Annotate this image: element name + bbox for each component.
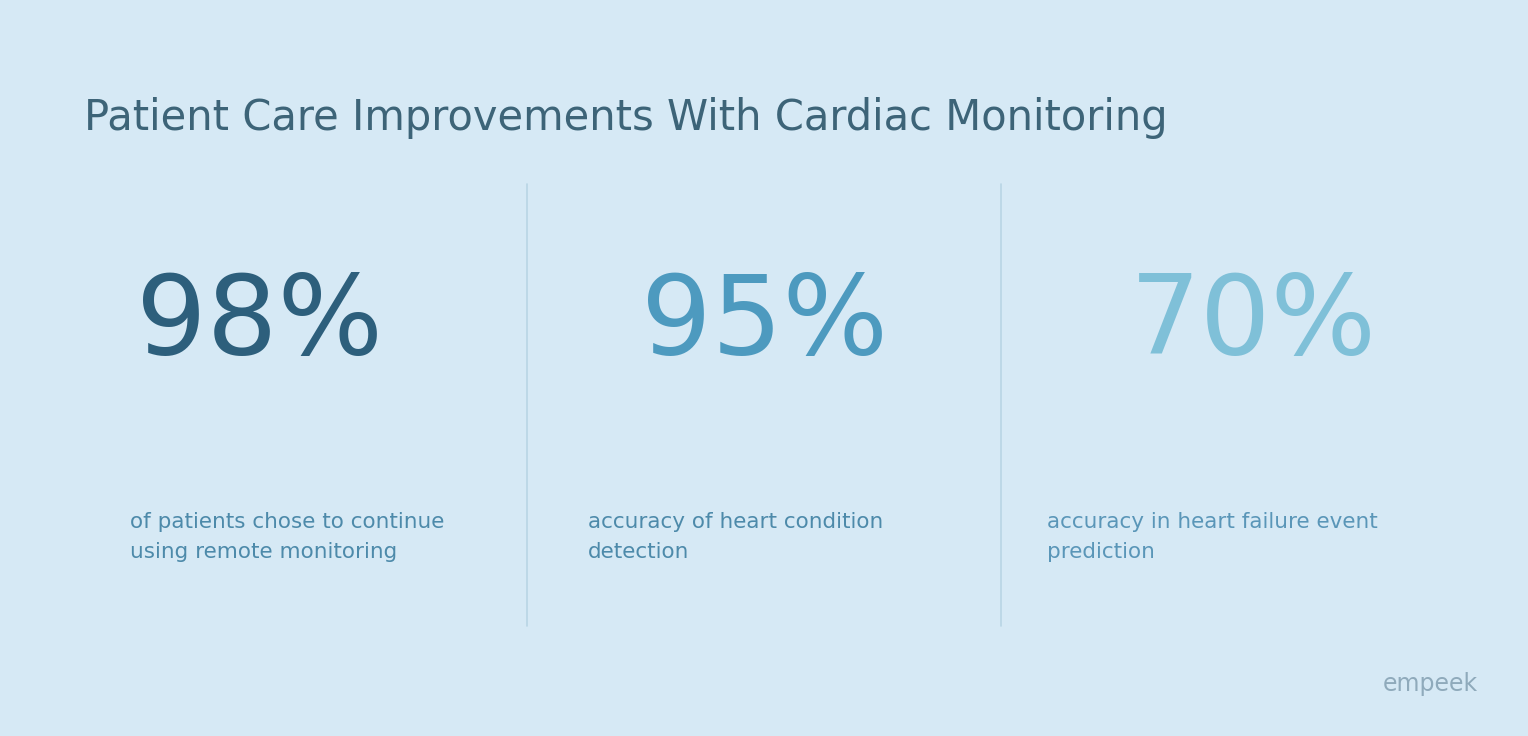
- Text: Patient Care Improvements With Cardiac Monitoring: Patient Care Improvements With Cardiac M…: [84, 96, 1167, 139]
- Text: empeek: empeek: [1383, 673, 1478, 696]
- Text: accuracy of heart condition
detection: accuracy of heart condition detection: [588, 512, 883, 562]
- Text: 70%: 70%: [1129, 270, 1377, 378]
- Text: 98%: 98%: [136, 270, 384, 378]
- Text: accuracy in heart failure event
prediction: accuracy in heart failure event predicti…: [1047, 512, 1377, 562]
- Text: 95%: 95%: [640, 270, 888, 378]
- Text: of patients chose to continue
using remote monitoring: of patients chose to continue using remo…: [130, 512, 445, 562]
